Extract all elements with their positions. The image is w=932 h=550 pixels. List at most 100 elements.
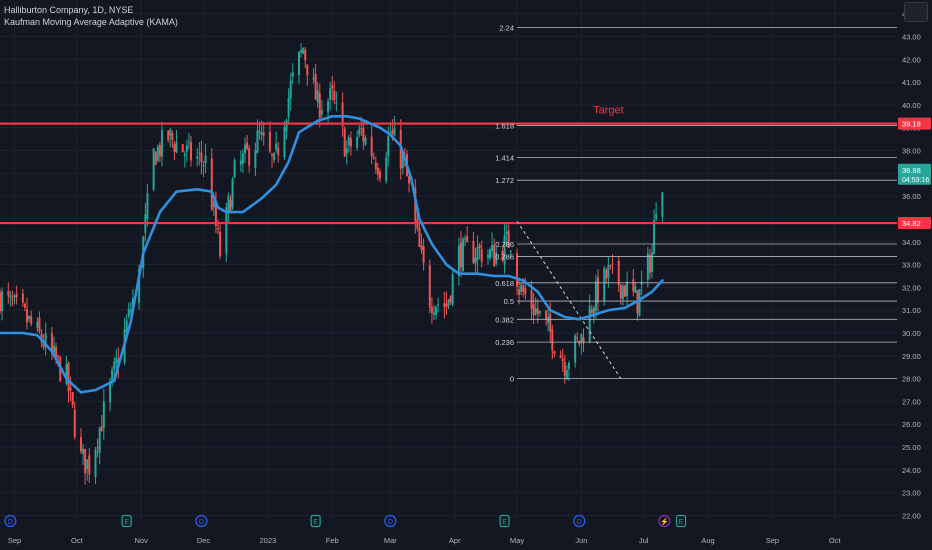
candle-down bbox=[428, 265, 431, 308]
candle-up bbox=[204, 155, 207, 164]
candle-up bbox=[65, 363, 68, 384]
price-axis-background bbox=[897, 0, 932, 550]
candle-down bbox=[25, 309, 28, 323]
candle-down bbox=[466, 236, 469, 243]
candle-down bbox=[69, 387, 72, 391]
candle-up bbox=[109, 381, 112, 403]
candle-down bbox=[549, 313, 552, 332]
candle-up bbox=[102, 401, 105, 428]
dividend-marker bbox=[573, 514, 586, 528]
candle-up bbox=[364, 137, 367, 145]
candle-up bbox=[491, 244, 494, 252]
candle-up bbox=[457, 245, 460, 277]
candle-down bbox=[501, 250, 504, 261]
candle-down bbox=[362, 127, 365, 142]
candle-down bbox=[50, 333, 53, 352]
dividend-marker bbox=[4, 514, 17, 528]
candle-down bbox=[478, 244, 481, 248]
y-tick-label: 25.00 bbox=[902, 443, 921, 452]
candle-up bbox=[86, 459, 89, 470]
candle-down bbox=[507, 230, 510, 249]
fib-level-label: 0.618 bbox=[495, 279, 514, 288]
y-tick-label: 26.00 bbox=[902, 420, 921, 429]
candle-down bbox=[71, 392, 74, 406]
candle-down bbox=[378, 171, 381, 179]
fib-level-label: 0.236 bbox=[495, 338, 514, 347]
candle-up bbox=[638, 288, 641, 317]
candle-down bbox=[376, 167, 379, 175]
candle-down bbox=[217, 228, 220, 230]
candle-up bbox=[503, 235, 506, 265]
y-tick-label: 43.00 bbox=[902, 32, 921, 41]
y-tick-label: 34.00 bbox=[902, 238, 921, 247]
candle-up bbox=[44, 333, 47, 348]
candle-down bbox=[181, 144, 184, 153]
symbol-title[interactable]: Halliburton Company, 1D, NYSE bbox=[4, 5, 134, 15]
candle-down bbox=[73, 409, 76, 437]
candle-up bbox=[655, 214, 658, 219]
candle-down bbox=[214, 202, 217, 227]
fib-level-label: 0.382 bbox=[495, 315, 514, 324]
candle-down bbox=[0, 292, 1, 312]
candle-up bbox=[187, 141, 190, 143]
candle-down bbox=[55, 347, 58, 360]
y-tick-label: 29.00 bbox=[902, 352, 921, 361]
candles-group bbox=[0, 43, 664, 485]
candle-up bbox=[285, 119, 288, 132]
x-tick-label: May bbox=[510, 536, 524, 545]
candle-up bbox=[320, 110, 323, 115]
events-group: D E D E D E D ⚡ E bbox=[4, 514, 687, 528]
x-tick-label: Aug bbox=[701, 536, 714, 545]
candle-up bbox=[127, 308, 130, 317]
candle-up bbox=[447, 299, 450, 306]
candle-down bbox=[472, 241, 475, 263]
candle-down bbox=[262, 132, 265, 136]
candle-down bbox=[493, 245, 496, 267]
candle-down bbox=[516, 253, 519, 287]
candle-down bbox=[632, 279, 635, 292]
candle-down bbox=[553, 351, 556, 354]
candle-down bbox=[561, 358, 564, 362]
candle-up bbox=[567, 362, 570, 369]
candle-down bbox=[248, 148, 251, 166]
candle-down bbox=[219, 231, 222, 257]
y-tick-label: 23.00 bbox=[902, 489, 921, 498]
y-tick-label: 30.00 bbox=[902, 329, 921, 338]
candle-down bbox=[597, 277, 599, 303]
candle-up bbox=[115, 357, 118, 363]
chart-settings-button[interactable] bbox=[904, 2, 928, 22]
earnings-marker bbox=[310, 514, 321, 528]
candle-up bbox=[169, 129, 172, 136]
candle-up bbox=[358, 128, 361, 135]
candle-down bbox=[79, 436, 82, 452]
candle-up bbox=[489, 249, 492, 259]
candle-down bbox=[38, 317, 41, 332]
candle-up bbox=[198, 152, 201, 154]
candle-down bbox=[374, 162, 377, 170]
candle-up bbox=[146, 193, 149, 219]
indicator-label[interactable]: Kaufman Moving Average Adaptive (KAMA) bbox=[4, 17, 178, 27]
split-marker bbox=[658, 514, 671, 528]
dividend-marker bbox=[195, 514, 208, 528]
candle-down bbox=[408, 175, 411, 184]
kama-line bbox=[0, 115, 664, 394]
fib-level-label: 1.272 bbox=[495, 176, 514, 185]
earnings-marker bbox=[675, 514, 687, 528]
candle-down bbox=[158, 145, 161, 157]
candle-up bbox=[327, 101, 330, 113]
candle-down bbox=[42, 341, 45, 348]
candle-down bbox=[190, 142, 193, 161]
x-tick-label: Jun bbox=[575, 536, 587, 545]
candle-down bbox=[100, 426, 103, 432]
candle-down bbox=[67, 363, 70, 392]
candle-up bbox=[300, 50, 303, 53]
y-tick-label: 32.00 bbox=[902, 283, 921, 292]
candle-down bbox=[84, 448, 87, 474]
candle-up bbox=[462, 239, 465, 272]
price-badge-label: 34.82 bbox=[902, 219, 921, 228]
candle-down bbox=[422, 245, 425, 263]
candle-up bbox=[175, 142, 178, 153]
candle-down bbox=[360, 128, 363, 130]
